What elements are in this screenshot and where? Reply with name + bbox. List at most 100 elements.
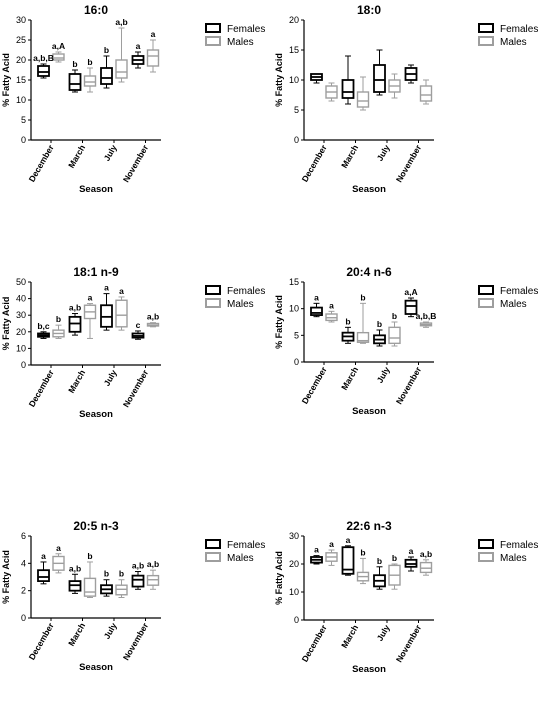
y-tick-label: 0 — [21, 613, 26, 623]
y-tick-label: 30 — [16, 310, 26, 320]
x-axis-label: Season — [79, 662, 113, 673]
x-tick-label: March — [339, 143, 360, 170]
legend-label-females: Females — [227, 286, 265, 297]
legend-label-males: Males — [227, 553, 254, 564]
y-tick-label: 5 — [21, 115, 26, 125]
box-iqr — [341, 546, 355, 575]
x-axis-label: Season — [79, 409, 113, 420]
chart-title: 18:0 — [357, 3, 381, 17]
y-tick-label: 6 — [21, 531, 26, 541]
box-males-november — [146, 39, 160, 73]
box-females-july — [373, 329, 386, 347]
chart-panel-6: 22:6 n-3 0 10 20 30 % Fatty Acid December March… — [274, 519, 538, 675]
box-males-november — [146, 322, 160, 328]
y-tick-label: 15 — [289, 277, 299, 287]
x-tick-label: November — [394, 364, 424, 406]
x-tick-label: July — [102, 621, 119, 641]
box-males-july — [388, 321, 401, 347]
box-iqr — [37, 569, 50, 583]
legend-label-females: Females — [500, 286, 538, 297]
x-tick-label: December — [27, 367, 57, 408]
box-females-november — [131, 51, 145, 69]
box-females-november — [131, 330, 145, 340]
x-tick-label: November — [394, 142, 424, 184]
legend-swatch-males — [478, 36, 494, 46]
x-tick-label: November — [121, 142, 151, 184]
box-iqr — [83, 577, 97, 597]
x-tick-label: December — [300, 622, 330, 663]
y-tick-label: 25 — [16, 35, 26, 45]
y-axis-label: % Fatty Acid — [1, 53, 11, 107]
significance-label: a — [329, 539, 334, 549]
x-tick-label: March — [66, 621, 87, 648]
x-tick-label: July — [375, 365, 392, 385]
significance-label: a,A — [404, 287, 417, 297]
y-tick-label: 0 — [294, 135, 299, 145]
y-tick-label: 0 — [21, 135, 26, 145]
box-iqr — [388, 326, 401, 345]
x-tick-label: December — [300, 142, 330, 183]
x-tick-label: March — [339, 365, 360, 392]
legend-swatch-females — [478, 285, 494, 295]
significance-label: a,b,B — [33, 53, 54, 63]
box-females-november — [404, 297, 418, 318]
box-males-december — [325, 549, 338, 566]
x-tick-label: July — [102, 143, 119, 163]
legend-label-males: Males — [500, 37, 527, 48]
significance-label: b — [360, 547, 365, 557]
y-tick-label: 0 — [294, 357, 299, 367]
significance-label: a,b — [147, 559, 159, 569]
box-females-march — [68, 573, 82, 594]
box-males-november — [419, 321, 433, 328]
y-tick-label: 4 — [21, 558, 26, 568]
box-males-december — [52, 324, 65, 339]
y-tick-label: 15 — [289, 45, 299, 55]
box-iqr — [100, 67, 113, 85]
legend-label-males: Males — [500, 299, 527, 310]
chart-panel-2: 18:0 0 5 10 15 20 % Fatty Acid December March Jul… — [274, 3, 538, 195]
box-males-july — [115, 27, 128, 83]
x-tick-label: November — [394, 622, 424, 664]
significance-label: a — [346, 535, 351, 545]
x-axis-label: Season — [352, 664, 386, 675]
box-males-march — [356, 557, 370, 585]
significance-label: a,A — [52, 41, 65, 51]
significance-label: a — [119, 286, 124, 296]
x-tick-label: July — [375, 143, 392, 163]
y-tick-label: 30 — [289, 531, 299, 541]
legend-label-males: Males — [227, 299, 254, 310]
y-tick-label: 40 — [16, 294, 26, 304]
chart-title: 16:0 — [84, 3, 108, 17]
box-males-december — [325, 82, 338, 102]
chart-title: 22:6 n-3 — [346, 519, 392, 533]
y-tick-label: 20 — [289, 15, 299, 25]
y-axis-label: % Fatty Acid — [1, 297, 11, 351]
significance-label: b — [377, 556, 382, 566]
x-tick-label: November — [121, 367, 151, 409]
chart-title: 18:1 n-9 — [73, 265, 119, 279]
chart-panel-4: 20:4 n-6 0 5 10 15 % Fatty Acid December March J… — [274, 265, 538, 417]
significance-label: a — [151, 29, 156, 39]
x-tick-label: March — [66, 368, 87, 395]
y-tick-label: 0 — [294, 615, 299, 625]
legend: Females Males — [478, 285, 538, 310]
y-tick-label: 2 — [21, 586, 26, 596]
box-females-march — [341, 545, 355, 576]
significance-label: b — [392, 311, 397, 321]
significance-label: b — [392, 553, 397, 563]
significance-label: a — [329, 300, 334, 310]
box-females-december — [37, 561, 50, 585]
box-iqr — [37, 65, 50, 77]
box-males-december — [325, 310, 338, 323]
chart-panel-1: 16:0 0 5 10 15 20 25 30 % Fatty Acid December Marc… — [1, 3, 265, 195]
box-females-december — [37, 331, 50, 339]
box-males-december — [52, 553, 65, 574]
y-tick-label: 5 — [294, 105, 299, 115]
box-males-november — [419, 559, 433, 576]
x-axis-label: Season — [352, 406, 386, 417]
box-iqr — [52, 53, 65, 61]
y-tick-label: 10 — [289, 304, 299, 314]
x-tick-label: November — [121, 620, 151, 662]
box-females-march — [68, 69, 82, 93]
box-females-march — [341, 55, 355, 105]
